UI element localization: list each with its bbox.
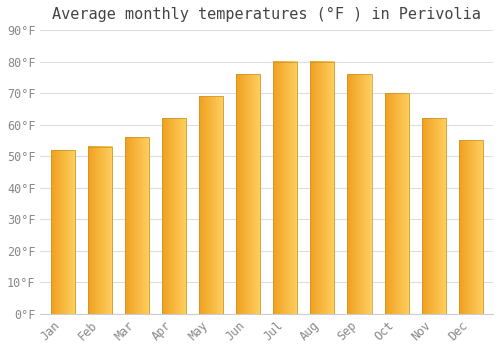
Title: Average monthly temperatures (°F ) in Perivolia: Average monthly temperatures (°F ) in Pe… bbox=[52, 7, 481, 22]
Bar bbox=[422, 118, 446, 314]
Bar bbox=[88, 147, 112, 314]
Bar bbox=[124, 137, 149, 314]
Bar bbox=[50, 150, 74, 314]
Bar bbox=[273, 62, 297, 314]
Bar bbox=[310, 62, 334, 314]
Bar bbox=[236, 74, 260, 314]
Bar bbox=[458, 140, 483, 314]
Bar bbox=[162, 118, 186, 314]
Bar bbox=[199, 96, 223, 314]
Bar bbox=[384, 93, 408, 314]
Bar bbox=[348, 74, 372, 314]
